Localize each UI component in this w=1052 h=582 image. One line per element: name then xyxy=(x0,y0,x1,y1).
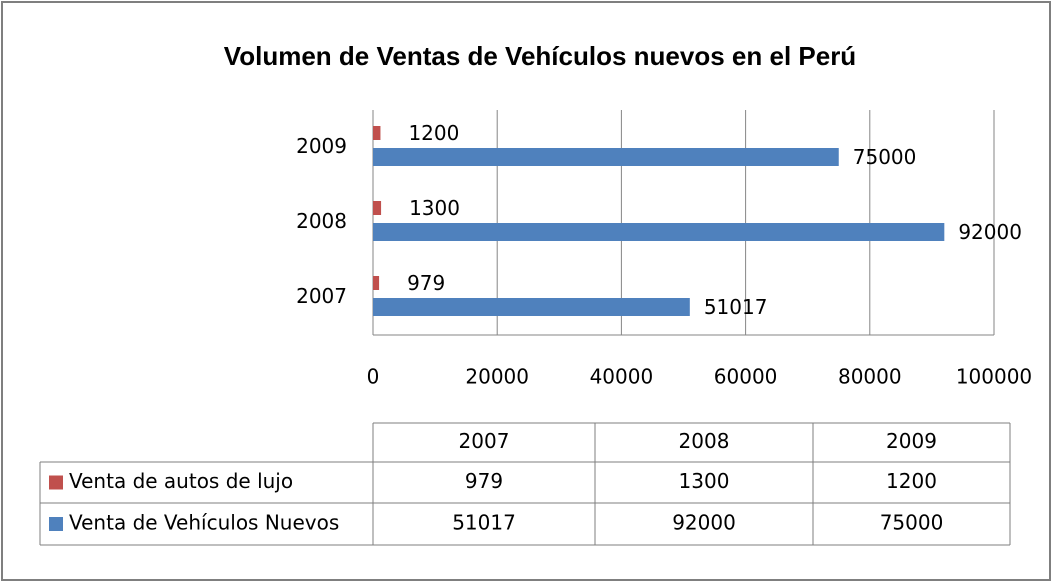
x-tick-label: 20000 xyxy=(465,365,529,389)
y-tick-label: 2007 xyxy=(296,284,347,308)
legend-label: Venta de autos de lujo xyxy=(69,469,293,493)
y-tick-label: 2008 xyxy=(296,209,347,233)
value-label: 75000 xyxy=(853,145,917,169)
bar xyxy=(373,126,381,140)
table-value: 75000 xyxy=(880,511,944,535)
bar xyxy=(373,276,380,290)
value-label: 51017 xyxy=(704,295,768,319)
table-header: 2007 xyxy=(459,429,510,453)
chart-title: Volumen de Ventas de Vehículos nuevos en… xyxy=(224,41,856,71)
legend-key xyxy=(49,517,63,531)
table-value: 1300 xyxy=(679,469,730,493)
table-header: 2009 xyxy=(886,429,937,453)
x-tick-label: 0 xyxy=(367,365,380,389)
bar xyxy=(373,148,839,166)
legend-key xyxy=(49,475,63,490)
value-label: 92000 xyxy=(958,220,1022,244)
x-tick-label: 100000 xyxy=(956,365,1032,389)
x-tick-label: 60000 xyxy=(714,365,778,389)
table-value: 979 xyxy=(465,469,503,493)
x-tick-label: 40000 xyxy=(590,365,654,389)
y-tick-label: 2009 xyxy=(296,134,347,158)
table-value: 1200 xyxy=(886,469,937,493)
value-label: 1200 xyxy=(408,121,459,145)
bar xyxy=(373,298,690,316)
table-header: 2008 xyxy=(679,429,730,453)
bar xyxy=(373,223,945,241)
value-label: 979 xyxy=(407,271,445,295)
bar xyxy=(373,201,382,215)
x-tick-label: 80000 xyxy=(838,365,902,389)
table-value: 92000 xyxy=(672,511,736,535)
table-value: 51017 xyxy=(452,511,516,535)
legend-label: Venta de Vehículos Nuevos xyxy=(69,511,339,535)
value-label: 1300 xyxy=(409,196,460,220)
